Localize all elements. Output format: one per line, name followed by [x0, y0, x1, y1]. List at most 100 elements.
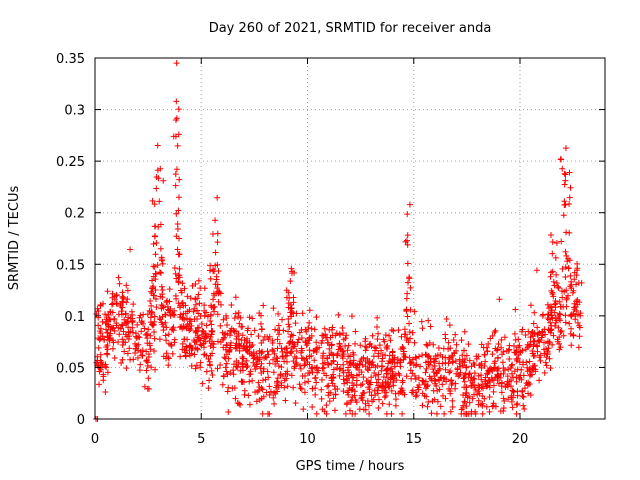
data-point	[376, 396, 383, 403]
data-point	[495, 380, 502, 387]
data-point	[324, 355, 331, 362]
data-point	[245, 392, 252, 399]
data-point	[283, 287, 290, 294]
data-point	[454, 365, 461, 372]
data-point	[223, 368, 230, 375]
data-point	[568, 278, 575, 285]
data-point	[214, 311, 221, 318]
data-point	[187, 295, 194, 302]
data-point	[521, 385, 528, 392]
data-point	[526, 365, 533, 372]
data-point	[156, 269, 163, 276]
data-point	[152, 232, 159, 239]
data-point	[139, 352, 146, 359]
data-point	[524, 382, 531, 389]
data-point	[452, 385, 459, 392]
data-point	[519, 393, 526, 400]
data-point	[109, 325, 116, 332]
data-point	[422, 385, 429, 392]
data-point	[172, 171, 179, 178]
y-tick-label: 0.3	[64, 104, 85, 119]
data-point	[563, 287, 570, 294]
data-point	[518, 366, 525, 373]
data-point	[285, 328, 292, 335]
data-point	[442, 366, 449, 373]
data-point	[554, 336, 561, 343]
data-point	[509, 387, 516, 394]
data-point	[231, 328, 238, 335]
data-point	[235, 400, 242, 407]
data-point	[135, 341, 142, 348]
data-point	[428, 410, 435, 417]
data-point	[558, 328, 565, 335]
data-point	[259, 410, 266, 417]
data-point	[419, 325, 426, 332]
data-point	[177, 287, 184, 294]
data-point	[247, 368, 254, 375]
data-point	[172, 133, 179, 140]
data-point	[497, 408, 504, 415]
data-point	[452, 331, 459, 338]
data-point	[445, 339, 452, 346]
data-point	[453, 370, 460, 377]
data-point	[283, 375, 290, 382]
data-point	[292, 320, 299, 327]
data-point	[490, 388, 497, 395]
data-point	[111, 316, 118, 323]
data-point	[513, 401, 520, 408]
data-point	[384, 365, 391, 372]
data-point	[434, 352, 441, 359]
data-point	[404, 279, 411, 286]
data-point	[156, 198, 163, 205]
data-point	[148, 288, 155, 295]
data-point	[462, 392, 469, 399]
data-point	[445, 385, 452, 392]
data-point	[463, 403, 470, 410]
data-point	[562, 274, 569, 281]
data-point	[526, 342, 533, 349]
data-point	[459, 357, 466, 364]
data-point	[173, 295, 180, 302]
data-point	[548, 232, 555, 239]
data-point	[122, 331, 129, 338]
data-point	[289, 344, 296, 351]
x-axis-label: GPS time / hours	[296, 459, 405, 474]
data-point	[225, 384, 232, 391]
data-point	[374, 336, 381, 343]
data-point	[214, 261, 221, 268]
data-point	[116, 331, 123, 338]
data-point	[163, 299, 170, 306]
data-point	[482, 374, 489, 381]
data-point	[376, 342, 383, 349]
data-point	[478, 364, 485, 371]
data-point	[534, 324, 541, 331]
data-point	[356, 371, 363, 378]
data-point	[403, 373, 410, 380]
data-point	[340, 361, 347, 368]
data-point	[293, 361, 300, 368]
data-point	[562, 319, 569, 326]
data-point	[536, 338, 543, 345]
data-point	[364, 355, 371, 362]
data-point	[171, 265, 178, 272]
data-point	[320, 350, 327, 357]
data-point	[356, 361, 363, 368]
data-point	[183, 325, 190, 332]
data-point	[319, 376, 326, 383]
data-point	[359, 397, 366, 404]
data-point	[392, 396, 399, 403]
data-point	[142, 331, 149, 338]
data-point	[539, 329, 546, 336]
data-point	[119, 336, 126, 343]
x-tick-label: 15	[405, 432, 422, 447]
data-point	[259, 377, 266, 384]
data-point	[491, 360, 498, 367]
data-point	[472, 386, 479, 393]
data-point	[424, 342, 431, 349]
data-point	[165, 354, 172, 361]
data-point	[413, 355, 420, 362]
data-point	[203, 309, 210, 316]
data-point	[434, 369, 441, 376]
data-point	[246, 401, 253, 408]
data-point	[553, 280, 560, 287]
